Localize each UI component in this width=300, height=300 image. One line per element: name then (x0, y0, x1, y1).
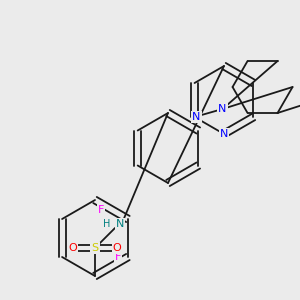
Text: F: F (98, 205, 104, 215)
Text: O: O (112, 243, 122, 253)
Text: F: F (115, 252, 121, 262)
Text: N: N (220, 129, 228, 139)
Text: N: N (116, 219, 124, 229)
Text: O: O (69, 243, 77, 253)
Text: H: H (103, 219, 111, 229)
Text: N: N (192, 112, 201, 122)
Text: S: S (92, 243, 99, 253)
Text: N: N (218, 104, 227, 114)
